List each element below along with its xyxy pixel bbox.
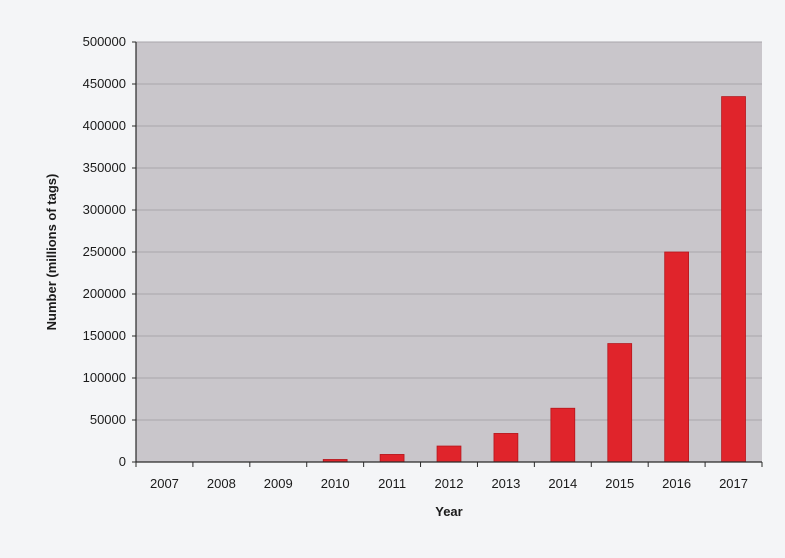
x-tick-label: 2017 [719, 476, 748, 491]
x-tick-label: 2013 [491, 476, 520, 491]
y-tick-label: 350000 [83, 160, 126, 175]
y-tick-label: 500000 [83, 34, 126, 49]
x-tick-label: 2012 [435, 476, 464, 491]
x-tick-label: 2014 [548, 476, 577, 491]
y-axis-title: Number (millions of tags) [44, 174, 59, 331]
gridlines [136, 41, 762, 421]
y-tick-label: 250000 [83, 244, 126, 259]
x-tick-label: 2010 [321, 476, 350, 491]
bar-2016 [664, 251, 689, 463]
y-tick-label: 450000 [83, 76, 126, 91]
x-tick-label: 2007 [150, 476, 179, 491]
y-tick-label: 200000 [83, 286, 126, 301]
x-tick-label: 2008 [207, 476, 236, 491]
y-tick-label: 0 [119, 454, 126, 469]
y-tick-label: 100000 [83, 370, 126, 385]
bar-2015 [607, 343, 633, 463]
y-tick-label: 400000 [83, 118, 126, 133]
bar-2017 [721, 96, 746, 463]
y-tick-label: 300000 [83, 202, 126, 217]
x-tick-label: 2011 [378, 476, 406, 491]
x-tick-labels: 2007 2008 2009 2010 2011 2012 2013 2014 2015 2016… [150, 476, 748, 491]
x-tick-label: 2009 [264, 476, 293, 491]
bar-2012 [436, 445, 462, 463]
y-tick-label: 50000 [90, 412, 126, 427]
bar-2011 [379, 454, 405, 463]
axes [132, 41, 763, 467]
x-tick-label: 2015 [605, 476, 634, 491]
bar-2013 [493, 433, 519, 463]
bars [322, 96, 746, 463]
x-axis-title: Year [435, 504, 462, 519]
bar-2014 [550, 407, 576, 463]
y-tick-labels: 0 50000 100000 150000 200000 250000 300000 3500… [83, 34, 126, 469]
y-tick-label: 150000 [83, 328, 126, 343]
x-tick-label: 2016 [662, 476, 691, 491]
